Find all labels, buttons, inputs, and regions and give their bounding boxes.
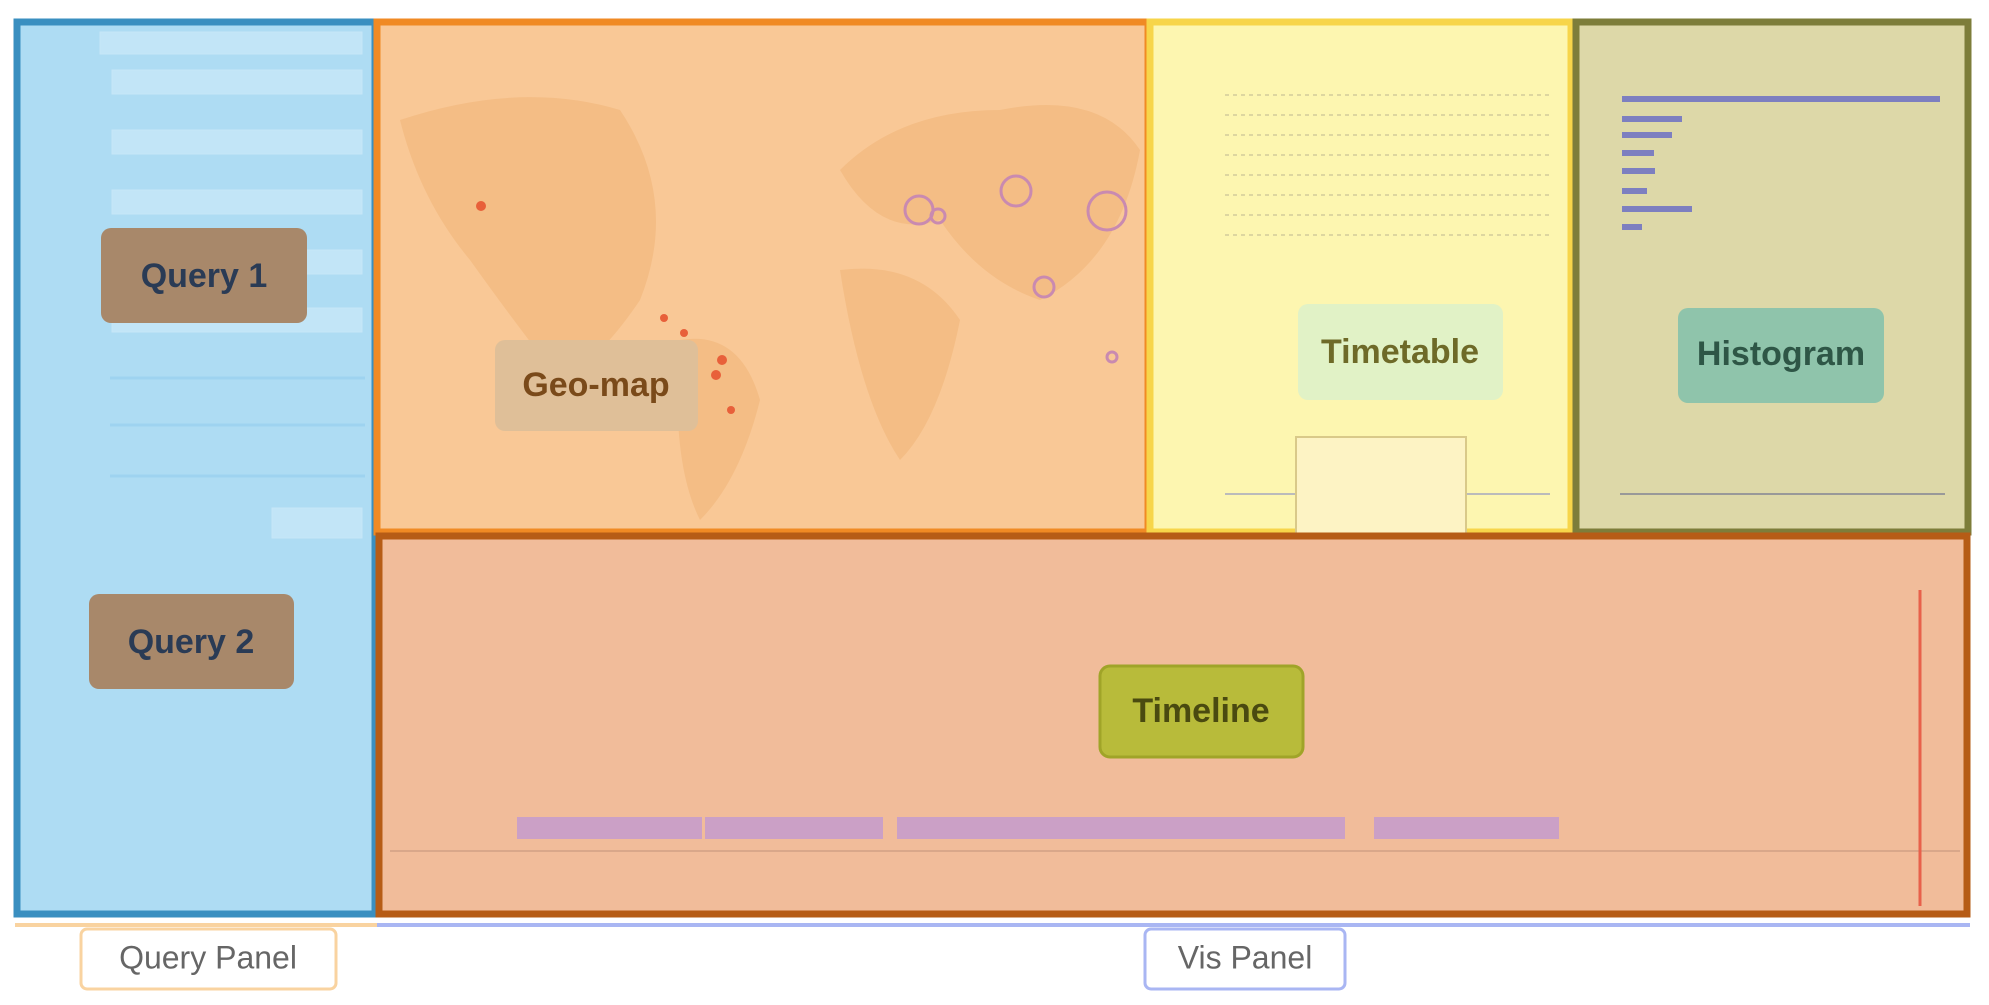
view-label: Query 1: [141, 257, 268, 295]
histogram-box: [1572, 18, 1972, 536]
histogram-label: Histogram: [1678, 308, 1884, 403]
geo-map-label: Geo-map: [495, 340, 698, 431]
timetable-rows: [1225, 94, 1550, 495]
query-panel-box: [13, 18, 379, 918]
panel-label: Query Panel: [119, 939, 297, 975]
view-label: Query 2: [128, 623, 255, 661]
map-circles: [903, 174, 1128, 364]
timetable-tooltip: [1295, 436, 1467, 548]
vis-panel-tag: Vis Panel: [1143, 927, 1347, 991]
query-2-label: Query 2: [89, 594, 294, 689]
view-label: Timetable: [1321, 333, 1479, 371]
timeline-bars: [517, 817, 1559, 839]
view-label: Timeline: [1132, 692, 1269, 730]
histogram-bars: [1620, 96, 1945, 495]
timetable-label: Timetable: [1298, 304, 1503, 400]
view-label: Geo-map: [522, 366, 669, 404]
view-label: Histogram: [1697, 335, 1865, 373]
map-shapes: [400, 97, 1140, 520]
timeline-label: Timeline: [1098, 664, 1305, 759]
panel-label: Vis Panel: [1178, 939, 1313, 975]
map-markers: [476, 201, 735, 414]
query-panel-tag: Query Panel: [79, 927, 338, 991]
query-1-label: Query 1: [101, 228, 307, 323]
